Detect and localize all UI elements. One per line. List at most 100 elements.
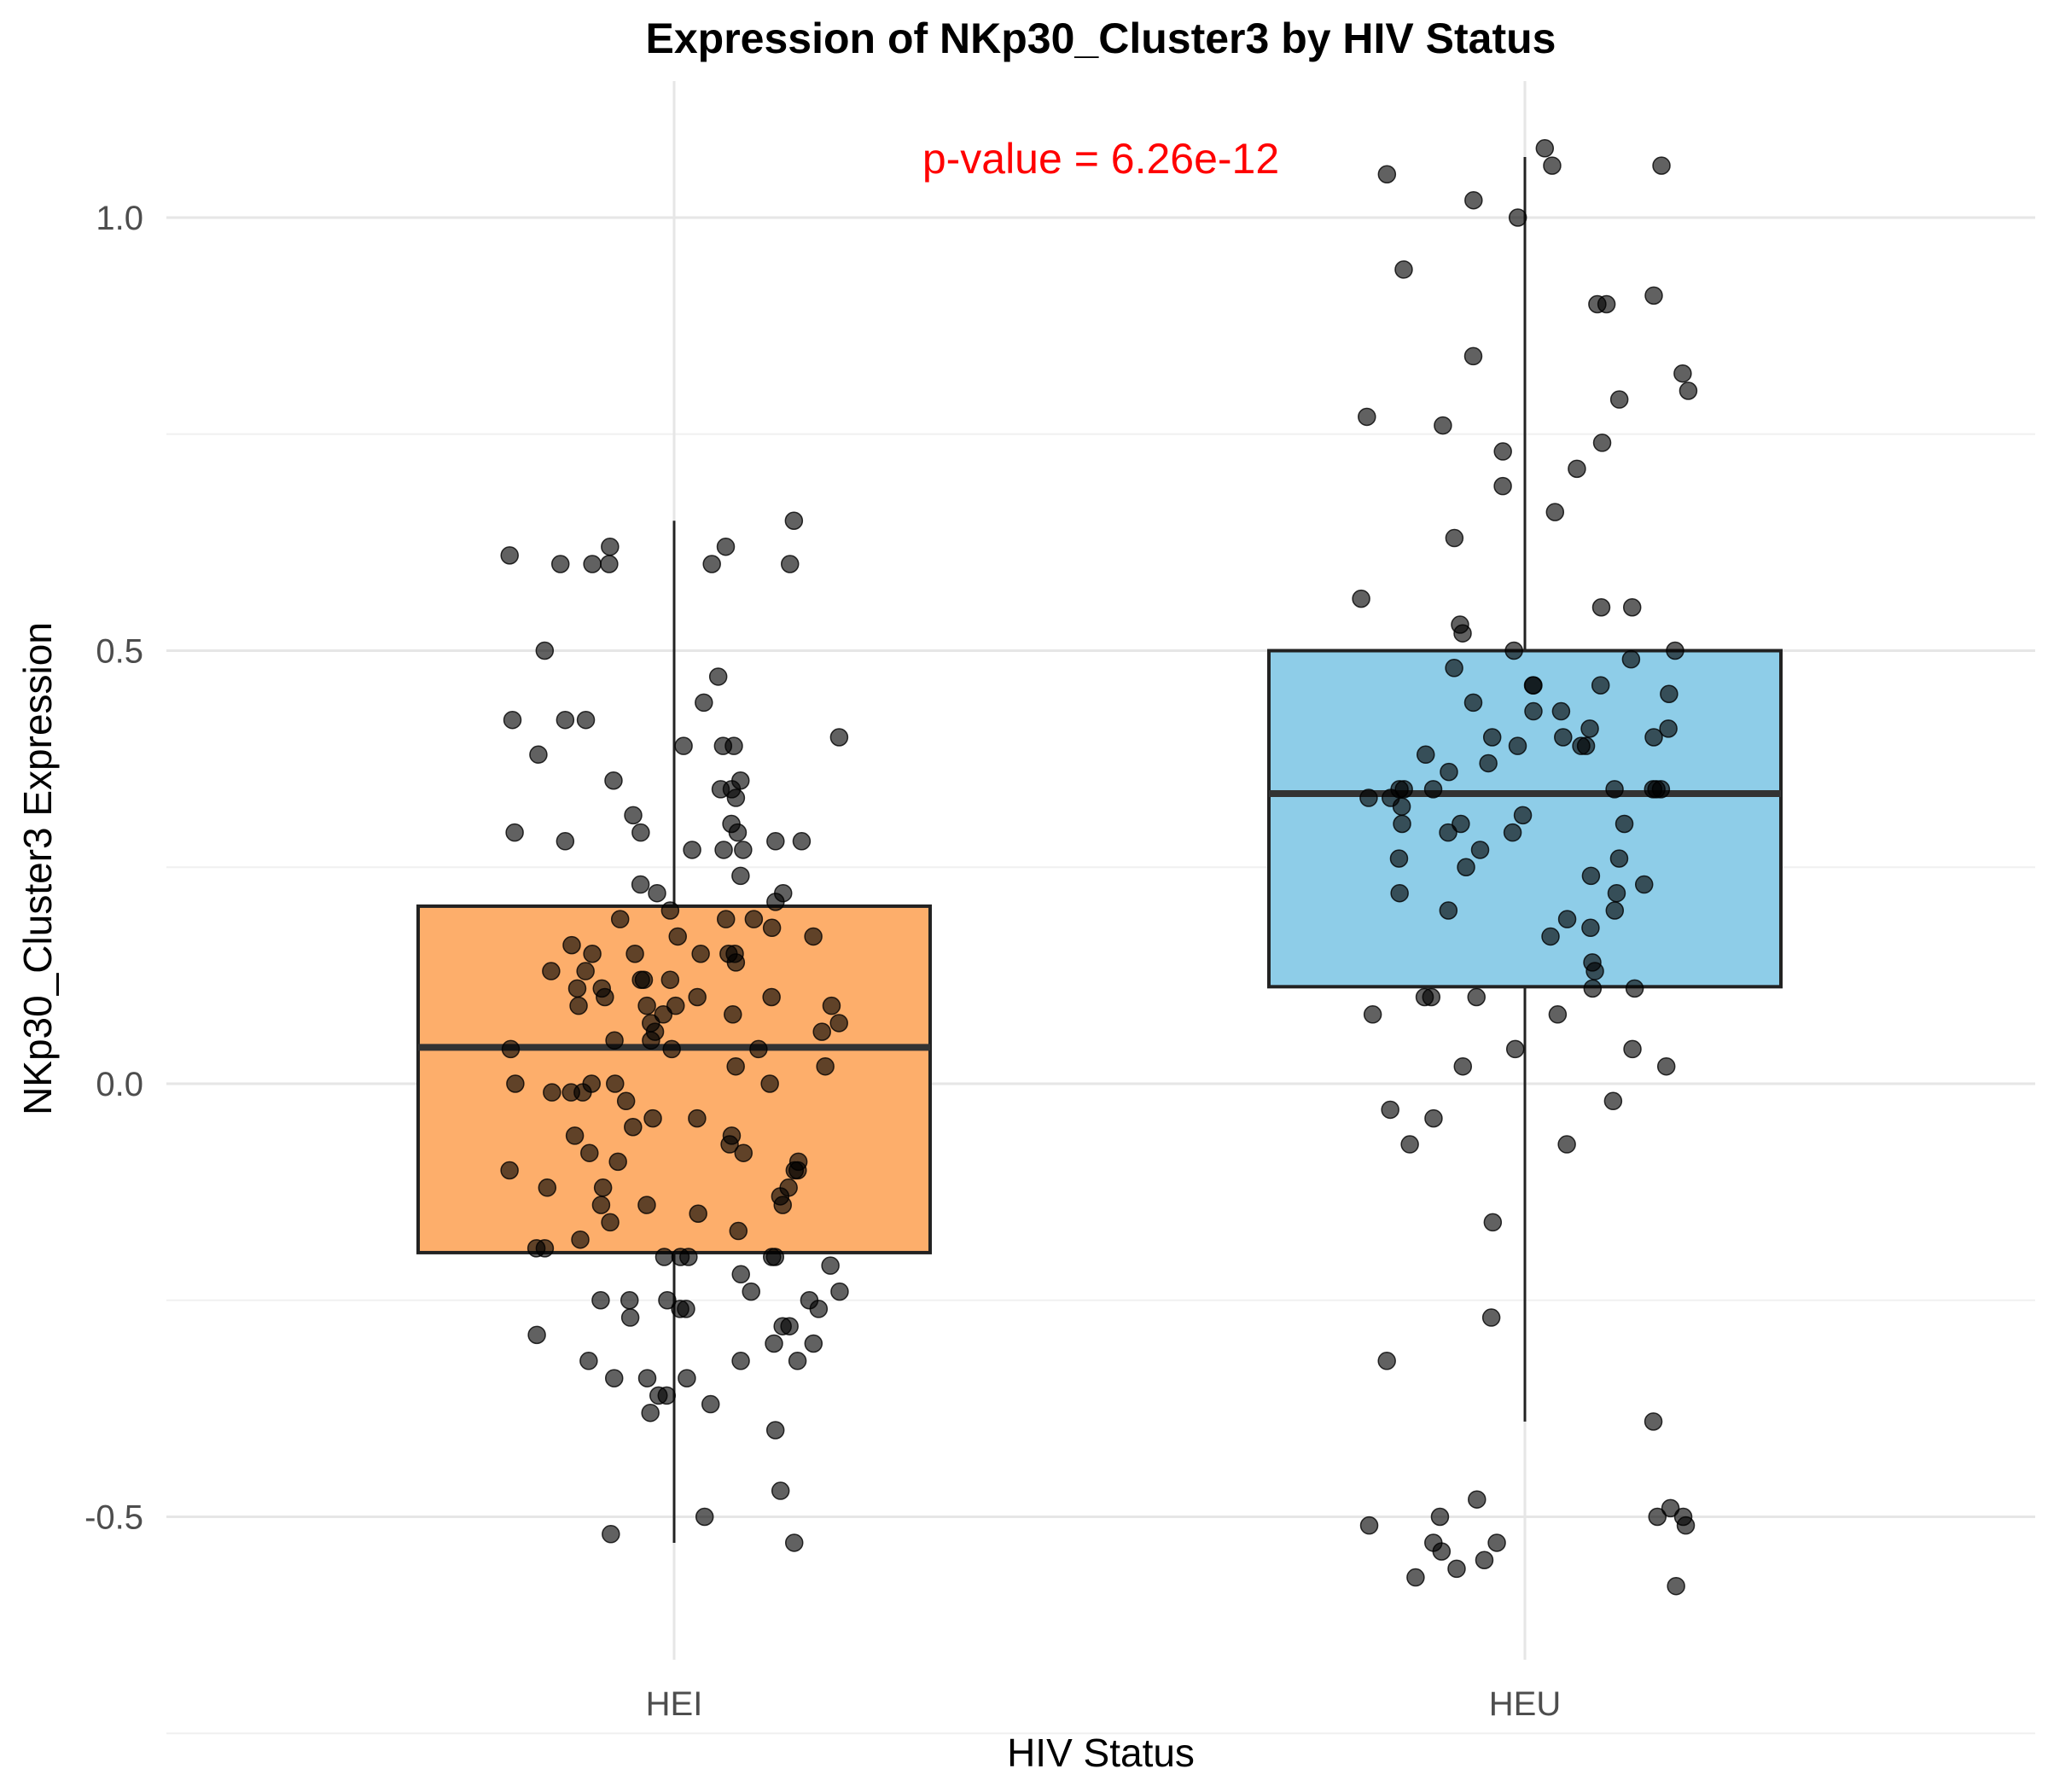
data-point	[1452, 814, 1470, 834]
data-point	[1673, 364, 1692, 383]
data-point	[600, 555, 619, 573]
data-point	[601, 1213, 620, 1232]
data-point	[726, 788, 746, 807]
data-point	[695, 693, 713, 713]
data-point	[763, 1248, 782, 1266]
data-point	[674, 736, 693, 755]
data-point	[1568, 459, 1586, 479]
data-point	[722, 1126, 742, 1145]
data-point	[1481, 1308, 1501, 1327]
data-point	[1634, 875, 1654, 894]
data-point	[1463, 693, 1483, 713]
data-point	[561, 1083, 580, 1102]
data-point	[1652, 156, 1671, 175]
data-point	[701, 1394, 720, 1414]
data-point	[593, 1178, 613, 1197]
data-point	[1415, 987, 1434, 1007]
data-point	[731, 866, 750, 886]
p-value-annotation: p-value = 6.26e-12	[922, 135, 1279, 183]
data-point	[637, 1369, 657, 1388]
data-point	[765, 1421, 785, 1440]
data-point	[1377, 1352, 1396, 1370]
data-point	[771, 1481, 790, 1500]
data-point	[631, 875, 650, 894]
data-point	[731, 1265, 750, 1284]
data-point	[1406, 1568, 1425, 1587]
data-point	[812, 1022, 831, 1041]
data-point	[784, 1533, 804, 1552]
data-point	[1447, 1559, 1466, 1579]
data-point	[624, 806, 643, 825]
y-axis-title: NKp30_Cluster3 Expression	[15, 622, 60, 1115]
data-point	[1464, 190, 1483, 210]
data-point	[569, 996, 588, 1015]
data-point	[716, 910, 736, 928]
box-hei	[416, 904, 932, 1254]
data-point	[535, 641, 555, 660]
data-point	[1493, 476, 1512, 496]
data-point	[1439, 901, 1458, 920]
data-point	[678, 1369, 696, 1388]
data-point	[713, 736, 733, 755]
data-point	[1660, 684, 1679, 703]
data-point	[580, 1143, 599, 1162]
box-layer	[416, 156, 1783, 1543]
data-point	[1416, 745, 1435, 765]
data-point	[1673, 1507, 1693, 1527]
data-point	[679, 1248, 698, 1266]
data-point	[714, 841, 733, 859]
data-point	[725, 945, 744, 963]
data-point	[660, 970, 680, 989]
data-point	[1659, 719, 1678, 738]
data-point	[503, 710, 522, 730]
data-point	[1661, 1498, 1680, 1518]
data-point	[1667, 1576, 1685, 1596]
data-point	[1622, 598, 1642, 617]
data-point	[1400, 1135, 1419, 1154]
data-point	[657, 1386, 677, 1405]
data-point	[734, 841, 753, 859]
data-point	[500, 546, 519, 565]
data-point	[631, 823, 650, 842]
data-point	[816, 1056, 835, 1076]
data-point	[1557, 1135, 1576, 1154]
data-point	[1508, 208, 1527, 227]
data-point	[1482, 728, 1502, 747]
data-point	[1581, 918, 1600, 938]
data-point	[610, 910, 630, 928]
data-point	[1605, 901, 1625, 920]
data-point	[576, 962, 595, 980]
data-point	[556, 710, 575, 730]
data-point	[726, 1056, 745, 1076]
data-point	[1623, 1039, 1642, 1059]
data-point	[1363, 1005, 1382, 1024]
data-point	[1445, 528, 1464, 548]
data-point	[762, 987, 781, 1007]
data-point	[1609, 390, 1629, 409]
data-point	[1545, 503, 1565, 521]
data-point	[1603, 1091, 1623, 1111]
data-point	[620, 1291, 639, 1310]
data-point	[662, 1039, 681, 1059]
data-point	[683, 841, 701, 859]
data-point	[1644, 728, 1663, 747]
data-point	[830, 1282, 849, 1301]
data-point	[784, 511, 804, 530]
y-tick-label: 0.5	[96, 633, 143, 671]
data-point	[583, 555, 602, 573]
data-point	[641, 1403, 660, 1423]
data-point	[1505, 1039, 1525, 1059]
chart-title: Expression of NKp30_Cluster3 by HIV Stat…	[646, 15, 1556, 62]
data-point	[688, 1108, 707, 1128]
data-point	[734, 1143, 753, 1162]
data-point	[792, 832, 812, 851]
data-point	[1656, 1056, 1676, 1076]
data-point	[1615, 814, 1634, 834]
data-point	[556, 832, 575, 851]
data-point	[804, 1334, 823, 1353]
data-point	[620, 1308, 640, 1327]
data-point	[785, 1161, 805, 1180]
data-point	[1475, 1551, 1494, 1569]
data-point	[648, 883, 666, 903]
data-point	[668, 927, 687, 946]
